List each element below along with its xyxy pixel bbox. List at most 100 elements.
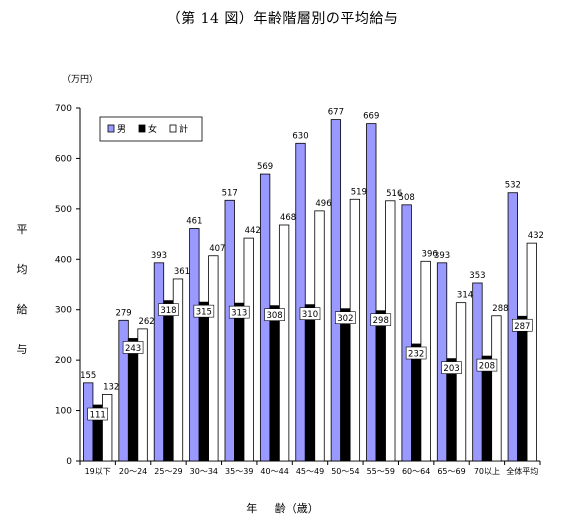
- male-data-label: 532: [505, 181, 521, 191]
- x-category-label: 35～39: [225, 467, 253, 476]
- female-data-label-box: [335, 311, 356, 325]
- y-tick-label: 200: [55, 356, 72, 366]
- y-tick-label: 0: [66, 457, 72, 467]
- total-data-label: 496: [315, 199, 331, 209]
- x-category-label: 20～24: [119, 467, 147, 476]
- total-bar: [491, 315, 502, 462]
- x-category-label: 19以下: [85, 467, 111, 476]
- female-data-label: 243: [125, 344, 141, 354]
- female-bar: [481, 355, 493, 462]
- male-data-label: 353: [469, 271, 485, 281]
- y-axis-label-char: 均: [16, 263, 28, 276]
- total-bar: [349, 198, 361, 462]
- x-category-label: 40～44: [260, 467, 288, 476]
- male-data-label: 393: [151, 251, 167, 261]
- total-data-label: 396: [422, 249, 438, 259]
- male-bar: [401, 204, 412, 462]
- male-bar: [472, 282, 483, 462]
- female-data-label-box: [87, 407, 108, 421]
- x-category-label: 45～49: [296, 467, 324, 476]
- y-axis-unit: （万円）: [62, 75, 99, 85]
- female-data-label-box: [122, 341, 144, 354]
- total-data-label: 519: [351, 187, 367, 197]
- x-category-label: 25～29: [154, 467, 182, 476]
- legend-swatch: [169, 124, 177, 133]
- male-data-label: 461: [186, 217, 202, 227]
- male-bar: [83, 382, 94, 462]
- legend-box: [99, 116, 203, 142]
- y-tick-label: 300: [55, 306, 72, 316]
- female-data-label-box: [158, 303, 179, 316]
- total-bar: [385, 200, 396, 462]
- legend-label: 計: [179, 123, 188, 135]
- male-data-label: 155: [80, 371, 96, 381]
- female-data-label-box: [476, 358, 498, 372]
- female-bar: [411, 343, 422, 462]
- female-bar: [304, 304, 316, 462]
- x-axis-label: 年 齢（歳）: [246, 502, 319, 515]
- total-bar: [137, 328, 148, 462]
- total-bar: [420, 260, 431, 462]
- female-data-label: 208: [479, 362, 495, 372]
- total-data-label: 361: [174, 267, 190, 277]
- x-category-label: 50～54: [331, 467, 359, 476]
- male-bar: [330, 119, 342, 462]
- female-data-label: 308: [266, 311, 282, 321]
- female-data-label-box: [370, 313, 392, 327]
- y-tick-label: 400: [55, 255, 72, 265]
- female-data-label-box: [264, 308, 285, 321]
- female-data-label: 203: [443, 364, 459, 374]
- female-data-label: 313: [231, 309, 247, 319]
- y-axis-label-char: 与: [16, 343, 28, 356]
- total-data-label: 314: [457, 291, 473, 301]
- y-axis-label: 平均給与: [14, 210, 30, 370]
- male-bar: [295, 142, 306, 462]
- total-data-label: 442: [245, 226, 261, 236]
- legend-label: 女: [148, 123, 157, 135]
- male-data-label: 569: [257, 162, 273, 172]
- female-bar: [517, 315, 528, 462]
- y-axis-label-char: 平: [16, 223, 28, 236]
- male-data-label: 677: [328, 108, 344, 118]
- x-category-label: 60～64: [402, 467, 430, 476]
- male-data-label: 517: [222, 188, 238, 198]
- total-bar: [208, 255, 219, 462]
- female-bar: [234, 302, 245, 462]
- legend-swatch: [138, 124, 146, 133]
- total-data-label: 132: [103, 382, 119, 392]
- y-tick-label: 600: [55, 154, 72, 164]
- female-data-label: 310: [302, 310, 318, 320]
- male-data-label: 508: [399, 193, 415, 203]
- total-data-label: 288: [492, 304, 508, 314]
- male-bar: [153, 262, 165, 462]
- female-data-label: 287: [514, 322, 530, 332]
- female-bar: [127, 338, 139, 462]
- total-data-label: 468: [280, 213, 296, 223]
- female-data-label: 111: [90, 411, 106, 421]
- female-data-label: 302: [337, 314, 353, 324]
- female-data-label-box: [441, 361, 462, 374]
- female-bar: [375, 310, 386, 462]
- female-data-label: 232: [408, 350, 424, 360]
- male-bar: [224, 199, 235, 462]
- y-tick-label: 100: [55, 407, 72, 417]
- male-data-label: 393: [434, 251, 450, 261]
- total-bar: [455, 302, 467, 462]
- total-bar: [243, 237, 254, 462]
- y-tick-label: 500: [55, 205, 72, 215]
- total-data-label: 432: [528, 231, 544, 241]
- male-data-label: 669: [363, 112, 379, 122]
- total-bar: [278, 224, 290, 462]
- male-data-label: 279: [115, 308, 131, 318]
- female-data-label-box: [299, 307, 321, 320]
- female-data-label-box: [193, 304, 215, 318]
- total-bar: [526, 242, 537, 462]
- female-bar: [198, 301, 209, 462]
- female-data-label-box: [405, 346, 427, 360]
- x-category-label: 70以上: [474, 467, 500, 476]
- x-category-label: 全体平均: [506, 466, 538, 476]
- female-bar: [340, 308, 351, 462]
- female-bar: [269, 305, 280, 462]
- legend-label: 男: [117, 124, 126, 135]
- legend-swatch: [107, 124, 115, 133]
